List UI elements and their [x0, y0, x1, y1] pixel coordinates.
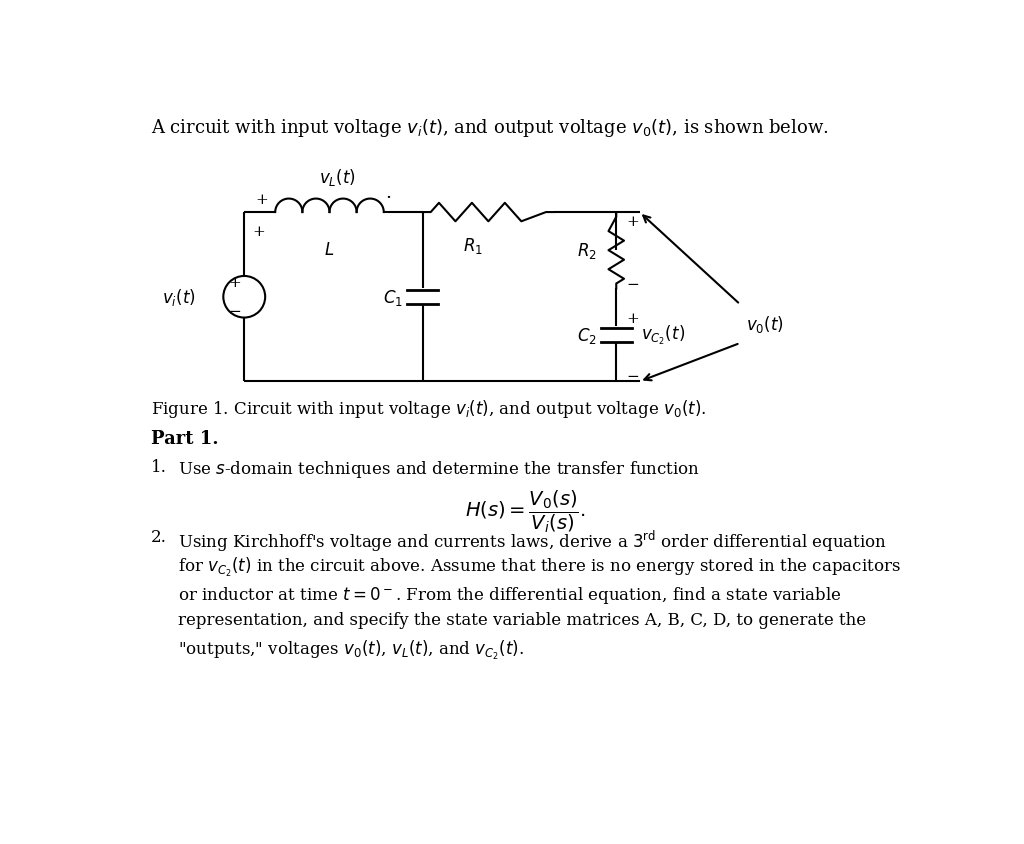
Text: +: +: [627, 311, 639, 326]
Text: $H(s) = \dfrac{V_0(s)}{V_i(s)}.$: $H(s) = \dfrac{V_0(s)}{V_i(s)}.$: [465, 488, 585, 535]
Text: $v_{C_2}(t)$: $v_{C_2}(t)$: [641, 324, 685, 347]
Text: $R_1$: $R_1$: [463, 235, 483, 256]
Text: $v_i(t)$: $v_i(t)$: [162, 287, 196, 308]
Text: +: +: [256, 192, 268, 207]
Text: $v_L(t)$: $v_L(t)$: [318, 167, 355, 188]
Text: $v_0(t)$: $v_0(t)$: [746, 314, 784, 335]
Text: "outputs," voltages $v_0(t)$, $v_L(t)$, and $v_{C_2}(t)$.: "outputs," voltages $v_0(t)$, $v_L(t)$, …: [178, 638, 524, 661]
Text: +: +: [228, 276, 242, 289]
Text: −: −: [627, 370, 639, 384]
Text: ·: ·: [385, 189, 391, 207]
Text: for $v_{C_2}(t)$ in the circuit above. Assume that there is no energy stored in : for $v_{C_2}(t)$ in the circuit above. A…: [178, 555, 901, 578]
Text: Figure 1. Circuit with input voltage $v_i(t)$, and output voltage $v_0(t)$.: Figure 1. Circuit with input voltage $v_…: [152, 398, 707, 419]
Text: or inductor at time $t = 0^-$. From the differential equation, find a state vari: or inductor at time $t = 0^-$. From the …: [178, 584, 842, 605]
Text: 2.: 2.: [152, 528, 167, 545]
Text: A circuit with input voltage $v_i(t)$, and output voltage $v_0(t)$, is shown bel: A circuit with input voltage $v_i(t)$, a…: [152, 116, 828, 138]
Text: $R_2$: $R_2$: [577, 241, 597, 261]
Text: $C_2$: $C_2$: [577, 326, 597, 345]
Text: +: +: [252, 225, 265, 239]
Text: −: −: [627, 279, 639, 292]
Text: Part 1.: Part 1.: [152, 430, 219, 447]
Text: +: +: [627, 215, 639, 229]
Text: $L$: $L$: [325, 242, 335, 259]
Text: representation, and specify the state variable matrices A, B, C, D, to generate : representation, and specify the state va…: [178, 611, 866, 628]
Text: $C_1$: $C_1$: [383, 288, 403, 307]
Text: Use $s$-domain techniques and determine the transfer function: Use $s$-domain techniques and determine …: [178, 459, 700, 480]
Text: 1.: 1.: [152, 459, 167, 476]
Text: −: −: [228, 305, 242, 319]
Text: Using Kirchhoff's voltage and currents laws, derive a $3^{\mathrm{rd}}$ order di: Using Kirchhoff's voltage and currents l…: [178, 528, 888, 554]
